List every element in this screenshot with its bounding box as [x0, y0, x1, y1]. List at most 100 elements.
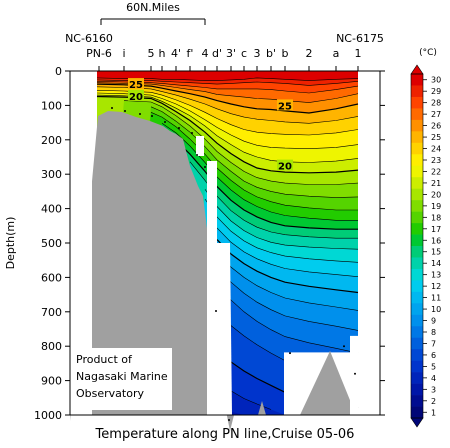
isotherm-19: [123, 100, 359, 185]
colorbar-label: 13: [431, 271, 441, 280]
station-label: d': [212, 47, 222, 60]
isotherm-13: [204, 189, 359, 250]
colorbar-label: 19: [431, 202, 441, 211]
isotherm-11: [216, 227, 359, 277]
colorbar-label: 20: [431, 190, 441, 199]
colorbar-label: 21: [431, 179, 441, 188]
isotherm-23: [96, 90, 359, 136]
colorbar-unit: (°C): [419, 48, 437, 58]
slope-gap: [196, 136, 204, 156]
colorbar-label: 7: [431, 339, 436, 348]
colorbar-swatch-15: [411, 246, 423, 258]
isotherm-20: [96, 95, 359, 174]
colorbar: 3029282726252423222120191817161514131211…: [410, 48, 441, 428]
colorbar-swatch-13: [411, 268, 423, 281]
y-tick-label: 1000: [34, 409, 62, 422]
colorbar-label: 29: [431, 87, 441, 96]
station-label: h: [159, 47, 166, 60]
station-label: 3': [226, 47, 236, 60]
sample-dot: [139, 113, 141, 115]
y-axis: 0 100 200 300 400 500 600 700 800 900 1000: [34, 65, 385, 422]
contour-label: 25: [278, 101, 292, 112]
bathymetry-group: [258, 335, 358, 415]
y-axis-label: Depth(m): [4, 217, 17, 270]
isotherm-9: [216, 252, 359, 311]
colorbar-label: 16: [431, 236, 441, 245]
colorbar-arrow-top: [410, 64, 424, 75]
top-right-label: NC-6175: [336, 32, 384, 45]
station-label: 2: [306, 47, 313, 60]
colorbar-arrow-bottom: [410, 417, 424, 428]
ridge-small: [258, 401, 266, 415]
contour-label-bg: [128, 89, 144, 101]
ridge-right-front: [300, 351, 356, 415]
isotherm-27: [96, 81, 359, 94]
colorbar-swatch-28: [411, 96, 423, 109]
colorbar-swatch-2: [411, 395, 423, 407]
y-tick-label: 800: [41, 340, 62, 353]
contour-label-bg: [277, 159, 293, 171]
no-data-right: [350, 335, 358, 415]
masked-regions: [70, 103, 232, 415]
station-label: PN-6: [86, 47, 112, 60]
scale-bar: 60N.Miles: [100, 1, 206, 25]
colorbar-label: 22: [431, 167, 441, 176]
colorbar-label: 24: [431, 145, 441, 154]
colorbar-label: 9: [431, 317, 436, 326]
station-label: b: [282, 47, 289, 60]
colorbar-label: 26: [431, 122, 441, 131]
y-tick-label: 0: [55, 65, 62, 78]
isotherm-7: [216, 284, 359, 354]
colorbar-swatch-18: [411, 211, 423, 224]
colorbar-swatch-27: [411, 108, 423, 121]
isotherm-25: [96, 83, 359, 114]
station-label: 3: [254, 47, 261, 60]
colorbar-label: 8: [431, 328, 436, 337]
isotherm-16: [161, 123, 358, 221]
sample-dot: [228, 419, 230, 421]
colorbar-swatch-24: [411, 142, 423, 155]
colorbar-swatch-25: [411, 131, 423, 144]
colorbar-swatch-29: [411, 85, 423, 98]
colorbar-swatch-1: [411, 406, 423, 419]
colorbar-swatch-19: [411, 200, 423, 212]
colorbar-label: 4: [431, 374, 436, 383]
contour-label: 20: [129, 92, 143, 103]
colorbar-label: 5: [431, 362, 436, 371]
y-tick-label: 400: [41, 203, 62, 216]
colorbar-label: 17: [431, 225, 441, 234]
colorbar-label: 14: [431, 259, 441, 268]
scale-bar-label: 60N.Miles: [126, 1, 180, 14]
contour-label: 20: [278, 162, 292, 173]
credit-line: Observatory: [76, 387, 144, 400]
sample-dot: [178, 127, 180, 129]
colorbar-label: 18: [431, 213, 441, 222]
sample-dot: [204, 166, 206, 168]
colorbar-label: 30: [431, 76, 441, 85]
colorbar-swatch-23: [411, 154, 423, 167]
colorbar-label: 25: [431, 133, 441, 142]
station-label: 1: [355, 47, 362, 60]
isotherm-28: [96, 79, 359, 86]
colorbar-label: 10: [431, 305, 441, 314]
colorbar-swatch-14: [411, 257, 423, 270]
credit-box: Product of Nagasaki Marine Observatory: [72, 348, 172, 410]
colorbar-label: 27: [431, 110, 441, 119]
isotherm-24: [96, 86, 359, 124]
sample-dot: [215, 310, 217, 312]
credit-line: Product of: [76, 353, 133, 366]
credit-line: Nagasaki Marine: [76, 370, 168, 383]
isotherm-10: [216, 239, 359, 294]
sample-dot: [191, 132, 193, 134]
station-label: c: [241, 47, 247, 60]
isotherm-26: [96, 82, 359, 103]
y-tick-label: 700: [41, 306, 62, 319]
colorbar-label: 23: [431, 156, 441, 165]
isotherm-8: [216, 266, 359, 331]
y-tick-label: 200: [41, 134, 62, 147]
contour-label: 25: [129, 80, 143, 91]
colorbar-label: 1: [431, 408, 436, 417]
station-label: b': [266, 47, 276, 60]
y-tick-label: 600: [41, 271, 62, 284]
